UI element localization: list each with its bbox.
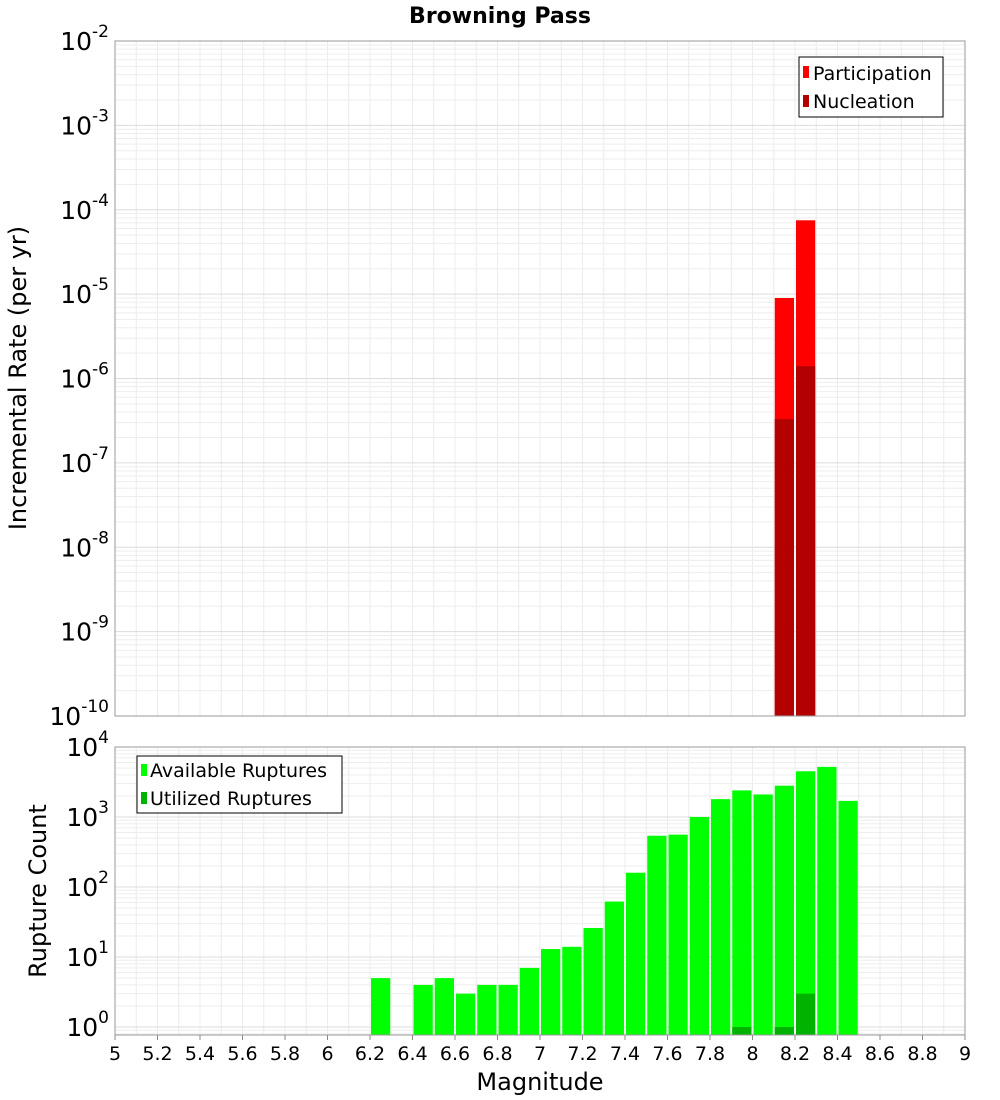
bottom-available-ruptures-bar — [583, 927, 603, 1035]
x-tick-label: 7.8 — [695, 1043, 725, 1065]
bottom-available-ruptures-bar — [456, 993, 476, 1035]
legend-nucleation-label: Nucleation — [813, 91, 915, 113]
top-legend: Participation Nucleation — [798, 56, 944, 118]
bottom-y-tick-label: 103 — [66, 798, 109, 832]
legend-participation-label: Participation — [813, 63, 932, 85]
top-y-axis-label: Incremental Rate (per yr) — [4, 226, 32, 530]
bottom-available-ruptures-bar — [434, 978, 454, 1035]
bottom-available-ruptures-bar — [519, 967, 539, 1035]
bottom-available-ruptures-bar — [626, 872, 646, 1035]
bottom-y-axis-label: Rupture Count — [24, 804, 52, 978]
bottom-available-ruptures-bar — [668, 834, 688, 1035]
bottom-bars — [371, 766, 858, 1035]
x-tick-label: 7.6 — [652, 1043, 682, 1065]
bottom-available-ruptures-bar — [477, 984, 497, 1035]
x-tick-label: 7.4 — [610, 1043, 640, 1065]
x-axis-label: Magnitude — [476, 1068, 603, 1096]
top-y-tick-label: 10-9 — [60, 613, 109, 647]
bottom-utilized-ruptures-bar — [732, 1027, 752, 1035]
top-bars — [774, 220, 816, 717]
top-y-tick-label: 10-3 — [60, 106, 109, 140]
bottom-available-ruptures-bar — [817, 766, 837, 1035]
legend-nucleation-swatch — [803, 95, 809, 107]
legend-available-swatch — [141, 764, 147, 776]
top-legend-box — [798, 56, 944, 118]
chart-title: Browning Pass — [409, 4, 591, 29]
x-tick-label: 6.2 — [355, 1043, 385, 1065]
top-plot-border — [114, 40, 966, 717]
bottom-available-ruptures-bar — [753, 794, 773, 1035]
x-tick-label: 7 — [534, 1043, 546, 1065]
top-gridlines — [115, 41, 965, 716]
x-tick-label: 6.4 — [397, 1043, 427, 1065]
top-y-tick-labels: 10-2 10-3 10-4 10-5 10-6 10-7 10-8 10-9 10-10 — [49, 22, 109, 731]
bottom-y-tick-label: 102 — [66, 868, 109, 902]
rupture-count-panel: 104 103 102 101 100 5 5.2 5.4 5.6 5.8 6 6.2 6.4 6.6 6… — [24, 728, 971, 1096]
bottom-available-ruptures-bar — [562, 946, 582, 1035]
x-tick-label: 5.6 — [227, 1043, 257, 1065]
bottom-available-ruptures-bar — [796, 771, 816, 1035]
legend-utilized-swatch — [141, 792, 147, 804]
participation-rate-panel: 10-2 10-3 10-4 10-5 10-6 10-7 10-8 10-9 10-10 In… — [4, 22, 966, 731]
top-nucleation-bar — [774, 419, 794, 716]
x-tick-label: 6.8 — [482, 1043, 512, 1065]
bottom-available-ruptures-bar — [774, 785, 794, 1035]
bottom-available-ruptures-bar — [541, 949, 561, 1035]
top-y-tick-label: 10-2 — [60, 22, 109, 56]
x-tick-label: 9 — [959, 1043, 971, 1065]
bottom-available-ruptures-bar — [732, 790, 752, 1035]
x-tick-label: 5.8 — [270, 1043, 300, 1065]
legend-participation-swatch — [803, 66, 809, 78]
top-y-tick-label: 10-8 — [60, 528, 109, 562]
x-tick-label: 8.4 — [822, 1043, 852, 1065]
top-y-tick-label: 10-6 — [60, 360, 109, 394]
top-y-tick-label: 10-5 — [60, 275, 109, 309]
top-y-tick-label: 10-4 — [60, 191, 109, 225]
top-y-tick-label: 10-7 — [60, 444, 109, 478]
bottom-available-ruptures-bar — [604, 901, 624, 1035]
bottom-y-tick-label: 100 — [66, 1008, 109, 1042]
x-tick-label: 5.4 — [185, 1043, 215, 1065]
top-y-tick-label: 10-10 — [49, 697, 109, 731]
bottom-available-ruptures-bar — [689, 817, 709, 1035]
legend-available-label: Available Ruptures — [150, 760, 327, 782]
bottom-utilized-ruptures-bar — [796, 993, 816, 1035]
x-tick-label: 5.2 — [142, 1043, 172, 1065]
x-tick-label: 8 — [746, 1043, 758, 1065]
top-nucleation-bar — [796, 366, 816, 716]
x-tick-label: 6 — [321, 1043, 333, 1065]
x-tick-label: 7.2 — [567, 1043, 597, 1065]
bottom-y-tick-label: 104 — [66, 728, 109, 762]
x-tick-label: 8.6 — [865, 1043, 895, 1065]
bottom-available-ruptures-bar — [647, 835, 667, 1035]
bottom-available-ruptures-bar — [711, 799, 731, 1035]
legend-utilized-label: Utilized Ruptures — [150, 788, 312, 810]
bottom-available-ruptures-bar — [413, 984, 433, 1035]
x-tick-label: 5 — [109, 1043, 121, 1065]
bottom-available-ruptures-bar — [498, 984, 518, 1035]
bottom-legend-box — [136, 755, 343, 814]
bottom-utilized-ruptures-bar — [774, 1027, 794, 1035]
bottom-y-tick-labels: 104 103 102 101 100 — [66, 728, 109, 1042]
bottom-available-ruptures-bar — [371, 978, 391, 1035]
bottom-legend: Available Ruptures Utilized Ruptures — [136, 755, 343, 814]
x-tick-labels: 5 5.2 5.4 5.6 5.8 6 6.2 6.4 6.6 6.8 7 7.2 7.4 7.6 7.8 8… — [109, 1035, 971, 1065]
x-tick-label: 8.8 — [907, 1043, 937, 1065]
x-tick-label: 8.2 — [780, 1043, 810, 1065]
x-tick-label: 6.6 — [440, 1043, 470, 1065]
bottom-y-tick-label: 101 — [66, 938, 109, 972]
bottom-available-ruptures-bar — [838, 800, 858, 1035]
